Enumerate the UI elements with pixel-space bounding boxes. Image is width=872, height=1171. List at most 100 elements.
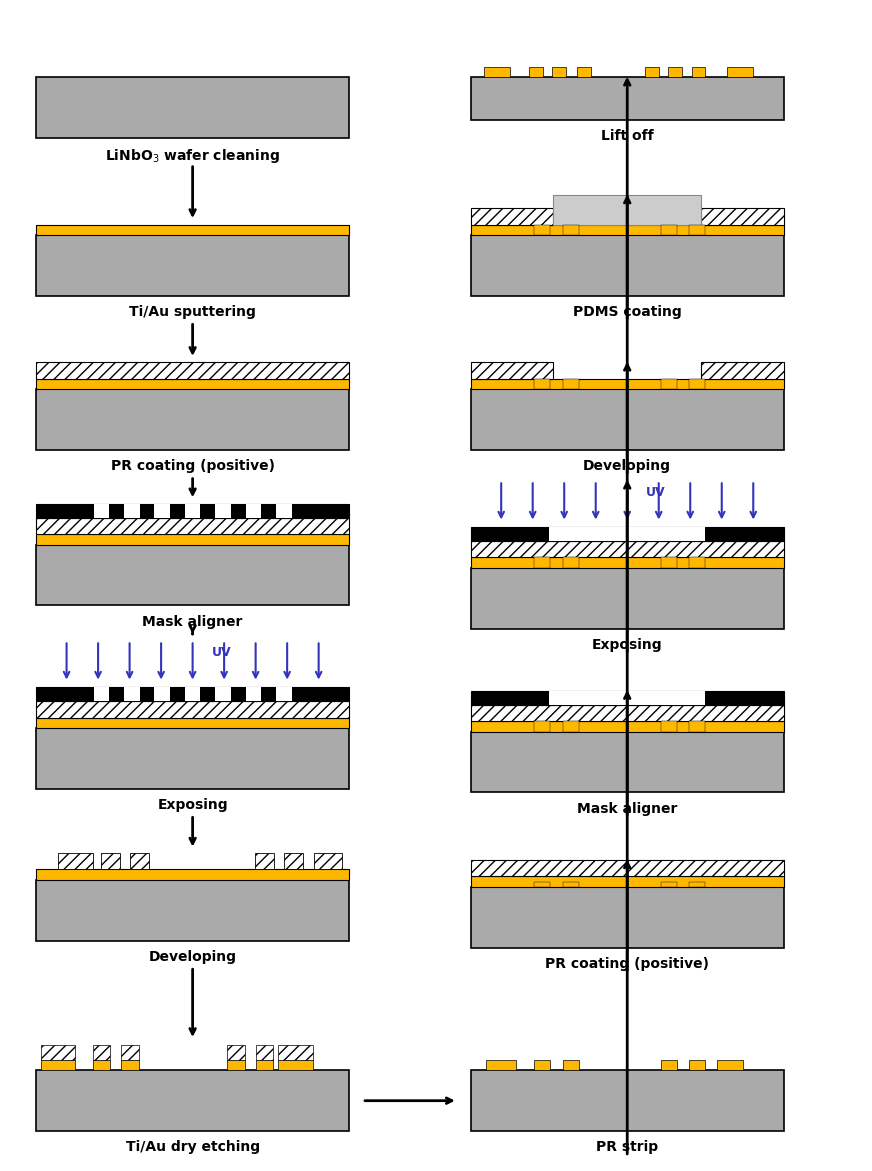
Bar — [215, 687, 231, 701]
Text: PDMS coating: PDMS coating — [573, 306, 682, 320]
Bar — [36, 545, 349, 605]
Bar — [185, 504, 201, 518]
Bar — [278, 1045, 312, 1060]
Text: Lift off: Lift off — [601, 129, 653, 143]
Bar — [701, 362, 784, 378]
Bar — [563, 721, 578, 732]
Text: LiNbO$_3$ wafer cleaning: LiNbO$_3$ wafer cleaning — [106, 148, 280, 165]
Bar — [314, 852, 342, 869]
Bar — [661, 225, 677, 235]
Bar — [278, 1060, 312, 1070]
Bar — [563, 225, 578, 235]
Text: UV: UV — [646, 486, 666, 499]
Bar — [661, 721, 677, 732]
Bar — [36, 77, 349, 138]
Bar — [471, 362, 554, 378]
Bar — [549, 527, 705, 541]
Bar — [689, 1060, 705, 1070]
Bar — [215, 504, 231, 518]
Bar — [535, 1060, 550, 1070]
Bar — [689, 557, 705, 568]
Text: Mask aligner: Mask aligner — [577, 802, 678, 816]
Text: Mask aligner: Mask aligner — [142, 615, 242, 629]
Bar — [471, 732, 784, 793]
Bar — [36, 389, 349, 450]
Bar — [471, 876, 784, 886]
Bar — [36, 879, 349, 940]
Bar — [124, 504, 140, 518]
Bar — [130, 852, 149, 869]
Bar — [36, 378, 349, 389]
Bar — [471, 225, 784, 235]
Text: Ti/Au sputtering: Ti/Au sputtering — [129, 306, 256, 320]
Bar — [471, 568, 784, 629]
Bar — [93, 687, 109, 701]
Bar — [486, 1060, 516, 1070]
Bar — [471, 541, 784, 557]
Bar — [535, 721, 550, 732]
Bar — [40, 1045, 75, 1060]
Bar — [535, 378, 550, 389]
Bar — [689, 378, 705, 389]
Bar — [471, 235, 784, 296]
Text: Exposing: Exposing — [157, 799, 228, 813]
Bar — [471, 860, 784, 876]
Bar — [471, 721, 784, 732]
Bar — [661, 1060, 677, 1070]
Bar — [36, 534, 349, 545]
Bar — [689, 882, 705, 886]
Bar — [36, 718, 349, 728]
Bar — [471, 886, 784, 947]
Bar — [661, 557, 677, 568]
Bar — [727, 67, 753, 77]
Bar — [644, 67, 658, 77]
Bar — [689, 225, 705, 235]
Bar — [36, 518, 349, 534]
Bar — [535, 557, 550, 568]
Bar — [36, 235, 349, 296]
Bar — [529, 67, 543, 77]
Bar — [36, 362, 349, 378]
Text: PR strip: PR strip — [596, 1141, 658, 1155]
Bar — [471, 557, 784, 568]
Bar — [691, 67, 705, 77]
Text: Ti/Au dry etching: Ti/Au dry etching — [126, 1141, 260, 1155]
Text: Exposing: Exposing — [592, 638, 663, 652]
Bar — [58, 852, 92, 869]
Bar — [246, 504, 262, 518]
Bar — [689, 721, 705, 732]
Bar — [124, 687, 140, 701]
Bar — [36, 504, 349, 518]
Bar — [121, 1045, 139, 1060]
Text: PR coating (positive): PR coating (positive) — [111, 459, 275, 473]
Bar — [228, 1045, 245, 1060]
Bar — [471, 208, 554, 225]
Bar — [276, 687, 292, 701]
Bar — [576, 67, 590, 77]
Bar — [246, 687, 262, 701]
Bar — [471, 1070, 784, 1131]
Bar — [154, 687, 170, 701]
Bar — [121, 1060, 139, 1070]
Bar — [471, 389, 784, 450]
Bar — [563, 557, 578, 568]
Bar — [93, 504, 109, 518]
Bar — [661, 378, 677, 389]
Bar — [661, 882, 677, 886]
Bar — [535, 882, 550, 886]
Bar — [563, 882, 578, 886]
Bar — [484, 67, 510, 77]
Bar — [471, 77, 784, 119]
Bar — [668, 67, 682, 77]
Bar — [471, 527, 784, 541]
Bar — [256, 1060, 274, 1070]
Bar — [154, 504, 170, 518]
Bar — [701, 208, 784, 225]
Bar — [36, 728, 349, 789]
Bar — [563, 378, 578, 389]
Bar — [563, 1060, 578, 1070]
Bar — [228, 1060, 245, 1070]
Bar — [717, 1060, 743, 1070]
Text: UV: UV — [212, 645, 231, 658]
Bar — [284, 852, 303, 869]
